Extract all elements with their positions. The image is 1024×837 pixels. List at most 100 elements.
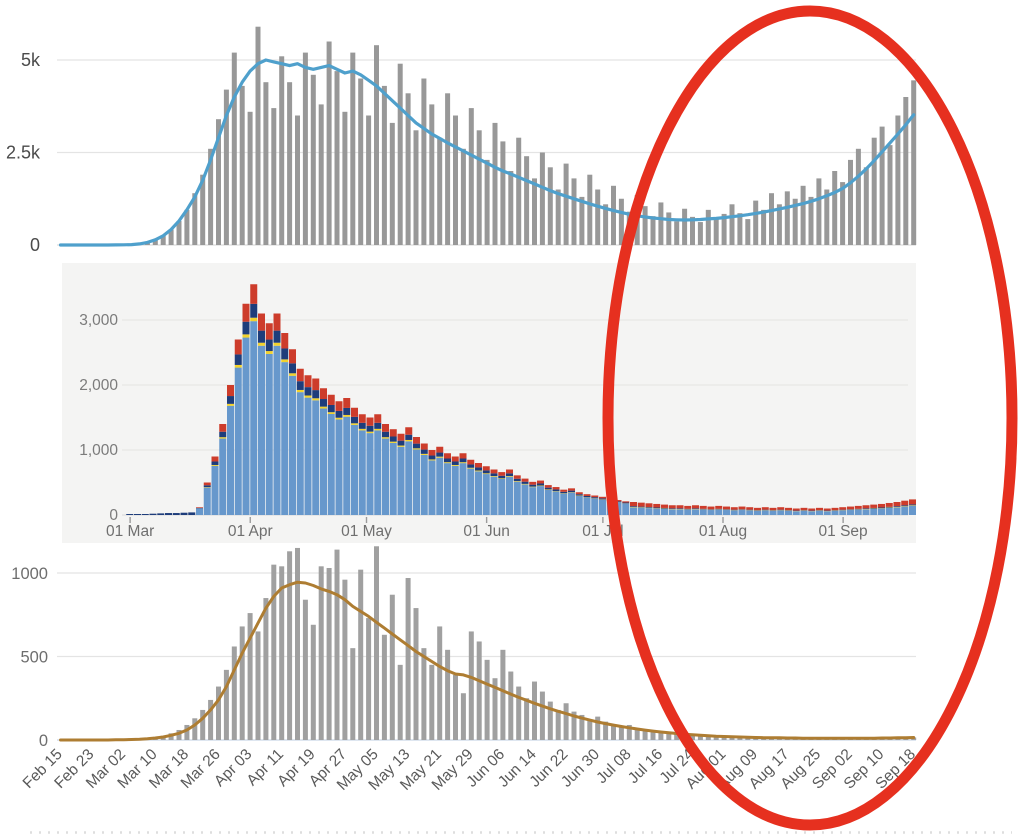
- bar: [532, 681, 537, 740]
- bar: [887, 145, 893, 245]
- bar-segment-blue: [296, 392, 304, 515]
- bar-segment-blue: [684, 509, 692, 515]
- bar: [453, 674, 458, 740]
- bar-segment-yellow: [389, 441, 397, 443]
- bar-segment-navy: [885, 506, 893, 508]
- bar-segment-blue: [203, 487, 211, 515]
- bar-segment-navy: [444, 458, 451, 463]
- bar-segment-blue: [451, 465, 459, 515]
- bar-segment-red: [382, 424, 389, 432]
- bar-segment-red: [265, 323, 273, 340]
- bar-segment-blue: [327, 413, 335, 515]
- bar-segment-navy: [653, 507, 661, 509]
- bar: [358, 569, 364, 740]
- bar-segment-navy: [637, 506, 645, 508]
- bar-segment-blue: [715, 509, 723, 515]
- bar-segment-navy: [521, 481, 529, 484]
- bar-segment-blue: [389, 442, 397, 515]
- bar-segment-yellow: [498, 478, 506, 479]
- bar: [397, 63, 403, 246]
- bar-segment-navy: [141, 514, 149, 515]
- bar-segment-blue: [901, 506, 909, 515]
- y-axis-tick-label: 1000: [11, 565, 48, 583]
- bar: [216, 686, 221, 740]
- bar-segment-navy: [668, 508, 676, 509]
- y-axis-tick-label: 2.5k: [6, 143, 41, 163]
- bar-segment-red: [909, 499, 916, 505]
- bar-segment-navy: [451, 461, 459, 465]
- bar-segment-navy: [172, 513, 180, 515]
- bar-segment-navy: [149, 513, 157, 515]
- bar-segment-navy: [250, 303, 258, 318]
- bar: [160, 235, 166, 245]
- bar-segment-yellow: [506, 476, 513, 477]
- bar-segment-yellow: [273, 342, 281, 346]
- bar: [539, 152, 545, 245]
- bar-segment-red: [312, 378, 320, 391]
- bar-segment-blue: [862, 509, 870, 515]
- bar-segment-blue: [351, 424, 358, 515]
- bar-segment-navy: [335, 410, 343, 418]
- bar-segment-red: [234, 339, 242, 355]
- bar-segment-blue: [459, 463, 467, 515]
- bar-segment-blue: [785, 510, 792, 515]
- bar-segment-yellow: [475, 470, 482, 472]
- bar-segment-red: [785, 507, 792, 511]
- bar-segment-red: [537, 480, 544, 484]
- bar-segment-blue: [513, 481, 521, 515]
- bar-segment-blue: [482, 474, 490, 515]
- bar: [200, 709, 206, 740]
- bar: [168, 229, 174, 245]
- bar-segment-red: [839, 507, 847, 510]
- bar-segment-red: [723, 506, 730, 510]
- bar-segment-navy: [405, 434, 413, 440]
- bar-segment-blue: [560, 493, 568, 515]
- bar-segment-yellow: [304, 395, 312, 398]
- bar-segment-red: [878, 503, 885, 508]
- bar-segment-red: [591, 495, 599, 498]
- bar-segment-red: [630, 502, 637, 507]
- bar: [366, 618, 372, 740]
- bar-segment-blue: [250, 321, 258, 515]
- bar: [223, 89, 229, 245]
- bar-segment-yellow: [537, 485, 544, 487]
- bar-segment-navy: [847, 509, 854, 510]
- bar: [658, 731, 664, 740]
- bar: [216, 119, 221, 245]
- bar: [405, 93, 411, 245]
- bar: [239, 85, 245, 246]
- bar-segment-navy: [537, 483, 544, 486]
- bar: [697, 735, 703, 740]
- bar: [184, 724, 190, 740]
- bar: [769, 193, 774, 245]
- bar-segment-navy: [351, 416, 358, 424]
- bar-segment-blue: [816, 510, 823, 515]
- bar-segment-yellow: [327, 412, 335, 414]
- bar-segment-blue: [234, 367, 242, 515]
- bar: [618, 725, 624, 740]
- bar: [721, 213, 727, 245]
- bar: [776, 204, 782, 245]
- bar: [587, 719, 593, 740]
- bar-segment-yellow: [250, 317, 258, 322]
- bar: [366, 115, 372, 245]
- bar-segment-blue: [312, 400, 320, 515]
- bar: [658, 202, 664, 245]
- bar: [690, 734, 695, 740]
- bar-segment-red: [699, 505, 707, 509]
- bar-segment-blue: [475, 471, 482, 515]
- bar-segment-navy: [374, 422, 382, 429]
- bar-segment-blue: [537, 486, 544, 515]
- bar-segment-navy: [366, 425, 374, 432]
- bar: [555, 709, 561, 740]
- bar-segment-navy: [707, 509, 715, 510]
- bar-segment-red: [575, 492, 583, 495]
- x-axis-tick-label: 01 Jun: [463, 523, 510, 540]
- bar: [302, 599, 308, 740]
- bar-segment-red: [343, 398, 351, 408]
- bar: [287, 551, 293, 740]
- bar-segment-navy: [529, 484, 537, 487]
- bar-segment-red: [475, 463, 482, 468]
- bar-segment-red: [583, 494, 591, 496]
